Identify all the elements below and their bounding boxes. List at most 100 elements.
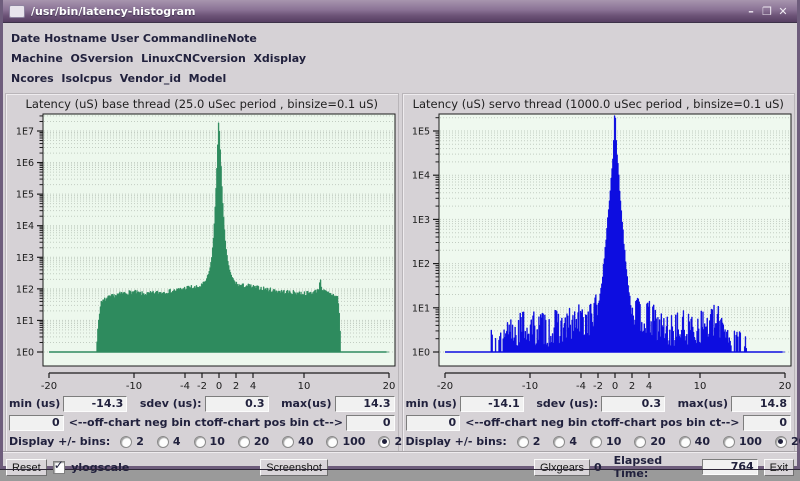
radio-icon	[516, 435, 529, 448]
sdev-label: sdev (us):	[139, 397, 202, 410]
servo-bins-row: Display +/- bins: 2 4 10 20 40 100 200	[403, 432, 800, 451]
radio-icon	[120, 435, 133, 448]
bins-radio-100[interactable]: 100	[722, 435, 762, 448]
maximize-button[interactable]: ❐	[762, 4, 772, 18]
bins-radio-20[interactable]: 20	[634, 435, 666, 448]
exit-button[interactable]: Exit	[763, 458, 794, 476]
glxgears-button[interactable]: Glxgears	[533, 458, 590, 476]
minimize-button[interactable]: –	[748, 4, 754, 18]
svg-text:10: 10	[297, 381, 310, 392]
svg-text:-10: -10	[522, 381, 538, 392]
pos-bin-ct-entry[interactable]: 0	[346, 414, 395, 431]
servo-thread-panel: Latency (uS) servo thread (1000.0 uSec p…	[401, 93, 800, 452]
display-bins-label: Display +/- bins:	[9, 435, 111, 448]
bins-radio-label: 40	[694, 435, 710, 448]
info-row-ncores: Ncores Isolcpus Vendor_id Model	[11, 72, 227, 85]
bins-radio-2[interactable]: 2	[516, 435, 540, 448]
svg-text:-4: -4	[576, 381, 586, 392]
base-bins-row: Display +/- bins: 24102040100200	[6, 432, 417, 451]
bins-radio-label: 20	[253, 435, 270, 448]
svg-text:-2: -2	[593, 381, 603, 392]
bins-radio-200[interactable]: 200	[774, 435, 800, 448]
bins-radio-label: 4	[569, 435, 578, 448]
elapsed-time-entry[interactable]: 764	[702, 459, 758, 475]
servo-offchart-row: 0 <--off-chart neg bin ct off-chart pos …	[403, 413, 795, 432]
svg-text:1E4: 1E4	[412, 171, 430, 182]
max-entry[interactable]: 14.8	[731, 395, 791, 412]
ylogscale-checkbox[interactable]: ✓	[52, 457, 66, 474]
display-bins-radiogroup: 24102040100200	[120, 435, 417, 448]
glxgears-count: 0	[593, 460, 602, 474]
max-label: max(us)	[281, 397, 332, 410]
neg-bin-ct-entry[interactable]: 0	[9, 414, 64, 431]
svg-text:1E3: 1E3	[412, 215, 430, 226]
base-offchart-row: 0 <--off-chart neg bin ct off-chart pos …	[6, 413, 398, 432]
min-entry[interactable]: -14.3	[63, 395, 128, 412]
bins-radio-4[interactable]: 4	[156, 435, 181, 448]
bins-radio-label: 200	[790, 435, 800, 448]
svg-text:-20: -20	[41, 381, 57, 392]
radio-icon	[678, 435, 691, 448]
pos-bin-ct-label: off-chart pos bin ct-->	[206, 416, 344, 429]
max-label: max(us)	[677, 397, 728, 410]
titlebar[interactable]: /usr/bin/latency-histogram – ❐ ✕	[3, 0, 797, 23]
window-icon	[9, 4, 25, 18]
base-thread-chart-title: Latency (uS) base thread (25.0 uSec peri…	[25, 97, 378, 111]
svg-text:1E4: 1E4	[16, 221, 34, 232]
svg-text:20: 20	[382, 381, 395, 392]
info-row-date: Date Hostname User CommandlineNote	[11, 32, 257, 45]
servo-thread-chart-title: Latency (uS) servo thread (1000.0 uSec p…	[412, 97, 784, 111]
close-button[interactable]: ✕	[778, 4, 788, 18]
check-icon: ✓	[53, 457, 64, 472]
bins-radio-10[interactable]: 10	[590, 435, 621, 448]
svg-text:-20: -20	[437, 381, 453, 392]
bins-radio-10[interactable]: 10	[193, 435, 225, 448]
screenshot-button[interactable]: Screenshot	[260, 458, 328, 476]
svg-text:1E2: 1E2	[16, 284, 34, 295]
radio-icon	[237, 435, 250, 448]
svg-text:-10: -10	[126, 381, 142, 392]
base-stats-row: min (us) -14.3 sdev (us): 0.3 max(us) 14…	[6, 394, 398, 413]
svg-text:1E1: 1E1	[412, 303, 430, 314]
bins-radio-label: 10	[606, 435, 622, 448]
display-bins-label: Display +/- bins:	[405, 435, 507, 448]
sdev-entry[interactable]: 0.3	[601, 395, 666, 412]
min-entry[interactable]: -14.1	[459, 395, 524, 412]
sdev-entry[interactable]: 0.3	[204, 395, 269, 412]
servo-stats-row: min (us) -14.1 sdev (us): 0.3 max(us) 14…	[403, 394, 795, 413]
bins-radio-label: 10	[209, 435, 225, 448]
ylogscale-label: ylogscale	[71, 460, 130, 474]
radio-icon	[722, 435, 735, 448]
max-entry[interactable]: 14.3	[334, 395, 395, 412]
neg-bin-ct-entry[interactable]: 0	[405, 414, 461, 431]
radio-icon	[634, 435, 647, 448]
bins-radio-20[interactable]: 20	[237, 435, 270, 448]
radio-icon	[774, 435, 787, 448]
bins-radio-label: 20	[650, 435, 666, 448]
bins-radio-4[interactable]: 4	[553, 435, 577, 448]
bins-radio-label: 40	[298, 435, 314, 448]
bins-radio-2[interactable]: 2	[120, 435, 144, 448]
bins-radio-100[interactable]: 100	[326, 435, 365, 448]
pos-bin-ct-entry[interactable]: 0	[742, 414, 791, 431]
reset-button[interactable]: Reset	[6, 458, 47, 476]
sdev-label: sdev (us):	[536, 397, 599, 410]
display-bins-radiogroup: 2 4 10 20 40 100 200	[516, 435, 800, 448]
svg-text:1E7: 1E7	[16, 127, 34, 138]
radio-icon	[282, 435, 295, 448]
min-label: min (us)	[405, 397, 457, 410]
charts-region: Latency (uS) base thread (25.0 uSec peri…	[3, 91, 800, 452]
svg-text:0: 0	[612, 381, 618, 392]
window-title: /usr/bin/latency-histogram	[31, 4, 196, 18]
bins-radio-label: 2	[136, 435, 144, 448]
svg-text:2: 2	[233, 381, 239, 392]
bins-radio-40[interactable]: 40	[282, 435, 313, 448]
bins-radio-label: 100	[738, 435, 762, 448]
svg-text:1E1: 1E1	[16, 316, 34, 327]
bottom-bar: Reset ✓ ylogscale Screenshot Glxgears 0 …	[3, 452, 797, 481]
bins-radio-40[interactable]: 40	[678, 435, 710, 448]
radio-icon	[156, 435, 169, 448]
svg-text:-2: -2	[197, 381, 207, 392]
